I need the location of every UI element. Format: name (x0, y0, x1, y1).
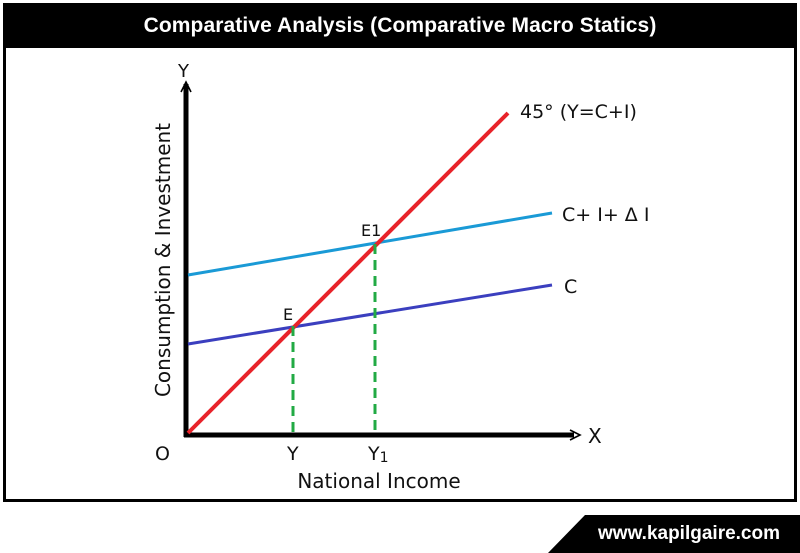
point-e1-label: E1 (361, 221, 381, 240)
x-axis-title: National Income (297, 469, 460, 493)
line-c-label: C (564, 276, 577, 298)
x-axis-arrow-icon (569, 429, 582, 441)
y-axis-letter: Y (177, 61, 190, 82)
line-45-degree (186, 111, 510, 435)
line-c (187, 283, 553, 346)
line-c-i-delta-i (187, 211, 553, 277)
diagram-frame (3, 3, 797, 502)
origin-label: O (155, 443, 170, 465)
footer: www.kapilgaire.com (548, 515, 800, 553)
website-link[interactable]: www.kapilgaire.com (598, 523, 780, 544)
line-c-i-delta-i-label: C+ I+ Δ I (562, 204, 649, 226)
footer-banner (548, 515, 800, 553)
point-e-label: E (283, 305, 293, 324)
page-title: Comparative Analysis (Comparative Macro … (3, 3, 797, 48)
x-axis-letter: X (588, 424, 602, 448)
tick-y1: Y1 (367, 443, 389, 466)
line-45-label: 45° (Y=C+I) (520, 101, 637, 123)
tick-y: Y (286, 443, 299, 465)
y-axis-title: Consumption & Investment (151, 123, 175, 397)
y-axis-arrow-icon (180, 80, 192, 93)
